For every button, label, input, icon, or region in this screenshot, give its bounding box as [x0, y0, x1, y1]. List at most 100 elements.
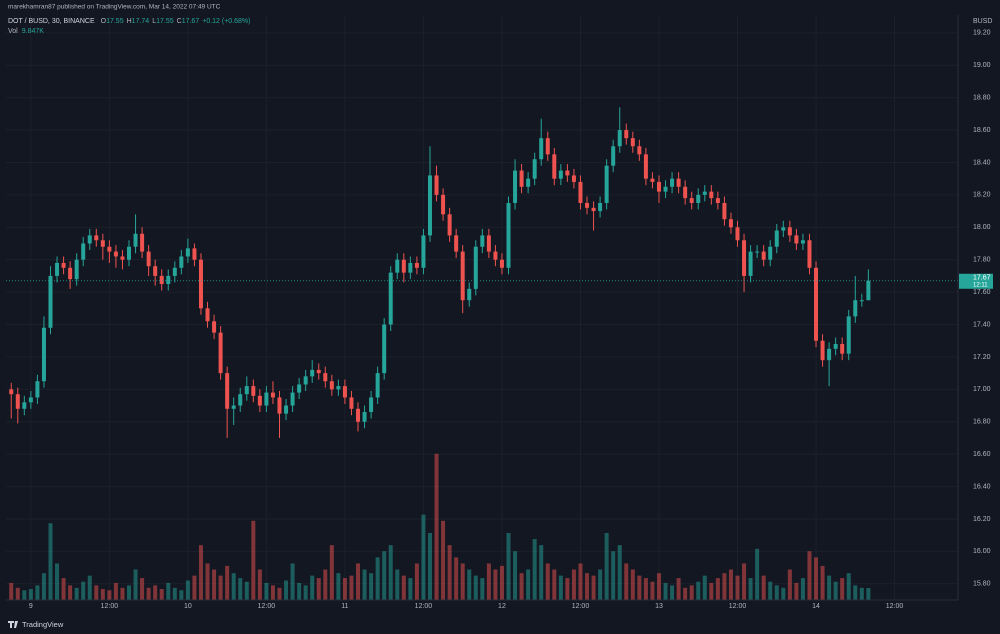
volume-bar [689, 585, 694, 600]
volume-bar [473, 575, 478, 600]
volume-bar [48, 523, 53, 600]
candle-body [349, 397, 354, 409]
volume-bar [434, 453, 439, 600]
legend-line: DOT / BUSD, 30, BINANCE O17.55 H17.74 L17.5… [8, 18, 251, 25]
volume-bar [637, 575, 642, 600]
candle-body [486, 235, 491, 252]
change: +0.12 (+0.68%) [202, 18, 250, 25]
volume-bar [15, 587, 20, 600]
x-tick-label: 10 [184, 603, 192, 610]
x-tick-label: 12:00 [886, 603, 904, 610]
y-tick-label: 18.80 [973, 94, 991, 101]
candle-body [225, 373, 230, 409]
candle-body [827, 348, 832, 361]
volume-bar [715, 578, 720, 600]
volume-bar [172, 587, 177, 600]
candle-body [840, 343, 845, 354]
volume-bar [820, 565, 825, 600]
y-tick-label: 16.40 [973, 483, 991, 490]
volume-bar [127, 585, 132, 600]
candle-body [526, 178, 531, 187]
last-price-tag [959, 273, 993, 289]
volume-bar [257, 569, 262, 600]
volume-bar [277, 587, 282, 600]
volume-bar [388, 545, 393, 600]
y-tick-label: 16.60 [973, 451, 991, 458]
volume-bar [670, 585, 675, 600]
volume-bar [611, 551, 616, 600]
volume-bar [604, 532, 609, 600]
candle-body [238, 394, 243, 406]
volume-bar [61, 578, 66, 600]
y-tick-label: 16.80 [973, 419, 991, 426]
candle-body [356, 408, 361, 422]
volume-bar [225, 565, 230, 600]
legend-value: 17.55 [156, 18, 174, 25]
volume-bar [676, 578, 681, 600]
candle-body [781, 227, 786, 231]
volume-bar [323, 569, 328, 600]
candle-body [637, 146, 642, 155]
volume-bar [650, 581, 655, 600]
volume-bar [68, 585, 73, 600]
volume-bar [709, 582, 714, 600]
volume-bar [395, 569, 400, 600]
volume-bar [755, 548, 760, 600]
candle-body [153, 266, 158, 276]
x-tick-label: 12:00 [572, 603, 590, 610]
legend-key: O [101, 18, 107, 25]
volume-bar [814, 557, 819, 600]
candle-body [427, 175, 432, 236]
volume-bar [244, 581, 249, 600]
volume-bar [198, 545, 203, 600]
volume-bar [185, 580, 190, 600]
candle-body [519, 170, 524, 187]
volume-bar [140, 578, 145, 600]
legend: DOT / BUSD, 30, BINANCE O17.55 H17.74 L17.5… [8, 18, 251, 35]
volume-bar [683, 587, 688, 600]
volume-bar [643, 578, 648, 600]
volume-bar [585, 573, 590, 600]
candle-body [290, 392, 295, 406]
volume-bar [369, 573, 374, 600]
candle-body [159, 275, 164, 285]
volume-bar [486, 563, 491, 600]
candle-body [755, 251, 760, 253]
candle-body [656, 181, 661, 192]
candle-body [630, 138, 635, 147]
volume-bar [179, 590, 184, 600]
volume-bars [9, 453, 871, 600]
candle-body [100, 240, 105, 247]
volume-bar [401, 575, 406, 600]
candle-body [748, 251, 753, 276]
y-tick-label: 19.20 [973, 30, 991, 37]
candle-body [833, 343, 838, 349]
candle-body [329, 381, 334, 390]
candle-body [768, 246, 773, 260]
y-tick-label: 18.40 [973, 159, 991, 166]
legend-value: 17.67 [182, 18, 200, 25]
candle-body [814, 267, 819, 341]
candle-body [55, 262, 60, 276]
volume-bar [532, 539, 537, 600]
candle-body [15, 394, 20, 409]
candle-body [473, 246, 478, 289]
y-tick-label: 16.00 [973, 548, 991, 555]
candle-body [545, 138, 550, 155]
volume-bar [513, 551, 518, 600]
volume-bar [840, 578, 845, 600]
candle-body [375, 373, 380, 398]
y-tick-label: 15.80 [973, 581, 991, 588]
volume-title: Vol [8, 28, 18, 35]
candle-body [401, 259, 406, 273]
volume-bar [342, 578, 347, 600]
candle-body [146, 251, 151, 267]
volume-bar [565, 578, 570, 600]
candle-body [663, 186, 668, 192]
volume-bar [264, 582, 269, 600]
volume-bar [382, 551, 387, 600]
volume-bar [499, 565, 504, 600]
candle-body [369, 397, 374, 413]
candle-body [807, 240, 812, 268]
